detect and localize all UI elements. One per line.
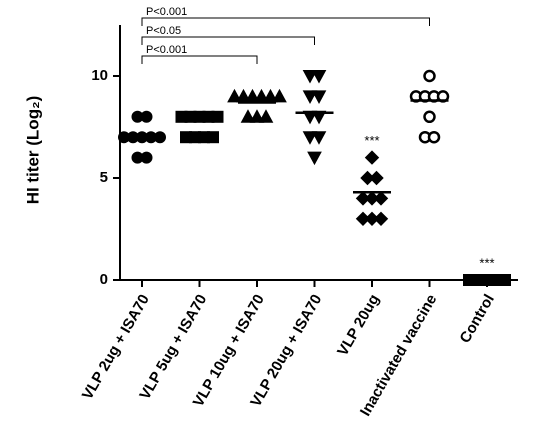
point	[364, 150, 380, 165]
comparison-bracket	[141, 36, 315, 45]
point	[140, 110, 153, 123]
significance-label: ***	[364, 133, 379, 148]
point	[240, 109, 256, 123]
comparison-bracket	[141, 17, 430, 26]
point	[154, 131, 166, 144]
point	[369, 170, 384, 186]
point	[207, 131, 219, 144]
point	[311, 70, 327, 84]
significance-label: ***	[479, 255, 494, 270]
point	[373, 191, 389, 206]
y-axis-title: HI titer (Log₂)	[23, 96, 42, 205]
point	[311, 90, 327, 104]
comparison-label: P<0.05	[146, 25, 181, 37]
point	[311, 110, 327, 125]
comparison-bracket	[141, 55, 258, 64]
x-tick-label: VLP 20ug	[334, 291, 383, 358]
x-tick-label: Control	[457, 291, 498, 346]
point	[302, 70, 318, 84]
point	[140, 151, 153, 164]
y-tick-label: 10	[91, 67, 108, 84]
y-tick-label: 0	[100, 271, 108, 288]
y-tick-label: 5	[100, 169, 108, 186]
point	[227, 88, 242, 103]
point	[302, 131, 318, 145]
point	[373, 211, 389, 227]
point	[258, 109, 274, 123]
comparison-label: P<0.001	[146, 44, 187, 56]
point	[423, 69, 436, 83]
comparison-label: P<0.001	[146, 6, 187, 18]
point	[249, 109, 265, 123]
point	[307, 151, 322, 166]
point	[211, 110, 224, 123]
point	[272, 88, 287, 103]
point	[302, 110, 318, 125]
point	[423, 110, 436, 124]
point	[302, 90, 318, 104]
point	[427, 130, 441, 144]
point	[311, 131, 327, 145]
